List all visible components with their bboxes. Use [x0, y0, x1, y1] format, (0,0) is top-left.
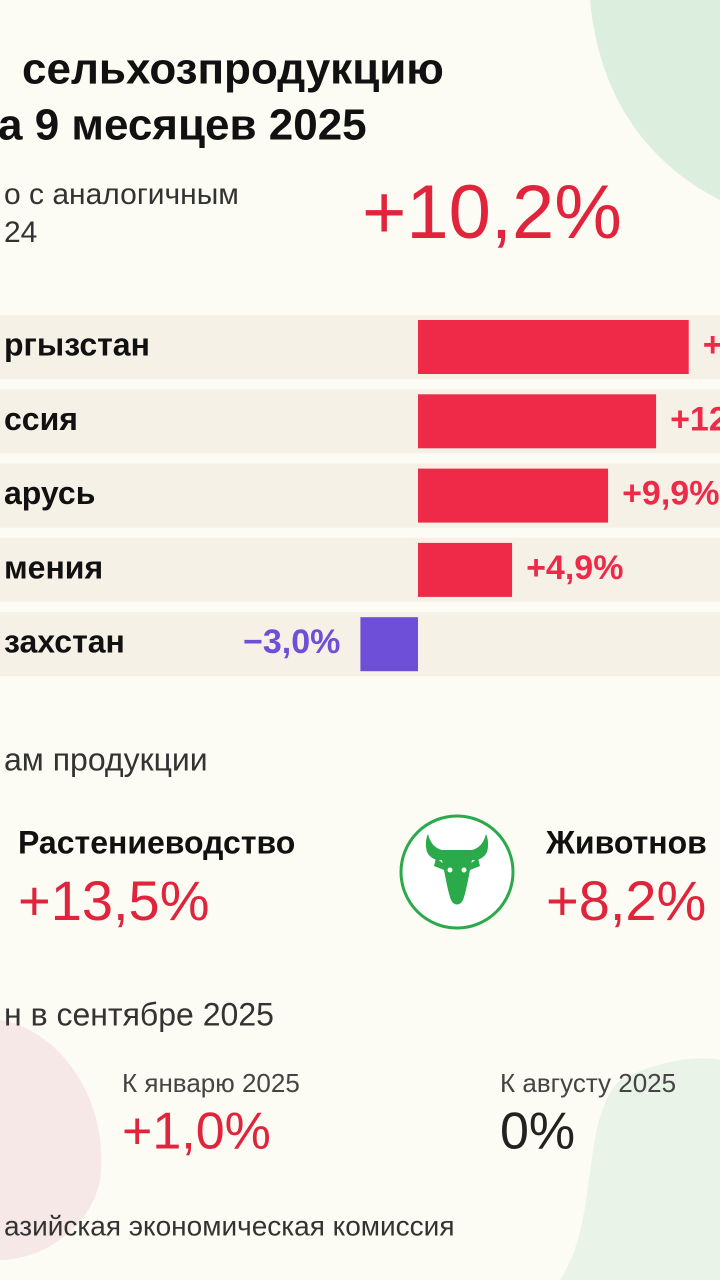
category-label: ргызстан [4, 326, 150, 362]
section-heading: н в сентябре 2025 [4, 996, 274, 1032]
subtitle-line: о с аналогичным [4, 178, 239, 211]
title-line: сельхозпродукцию [22, 45, 444, 94]
product-value: +8,2% [546, 869, 706, 932]
value-label: + [703, 326, 720, 364]
total-value: +10,2% [362, 170, 622, 255]
product-name: Растениеводство [18, 824, 295, 860]
price-label: К августу 2025 [500, 1068, 676, 1098]
footer: азийская экономическая комиссия [4, 1210, 454, 1241]
category-label: арусь [4, 475, 95, 511]
cow-icon [399, 814, 515, 930]
bar [418, 320, 689, 374]
value-label: −3,0% [243, 623, 340, 661]
product-value: +13,5% [18, 869, 210, 932]
bar [360, 617, 418, 672]
price-label: К январю 2025 [122, 1068, 300, 1098]
bar-chart: ргызстан + ссия +12 арусь +9,9% мения +4,9% захс… [0, 315, 720, 677]
category-label: мения [4, 549, 103, 585]
title-line: а 9 месяцев 2025 [0, 101, 367, 150]
value-label: +12 [670, 400, 720, 438]
subtitle-line: 24 [4, 216, 37, 249]
section-heading: ам продукции [4, 741, 208, 777]
category-label: захстан [4, 624, 125, 660]
row-background [0, 612, 720, 677]
price-value: 0% [500, 1103, 575, 1161]
bar [418, 542, 513, 597]
row-background [0, 537, 720, 602]
value-label: +4,9% [526, 549, 623, 587]
value-label: +9,9% [622, 475, 719, 513]
decor-blob [0, 1020, 102, 1260]
bar [418, 468, 609, 523]
row-background [0, 463, 720, 528]
category-label: ссия [4, 401, 78, 437]
price-value: +1,0% [122, 1103, 271, 1161]
decor-blob [590, 0, 720, 200]
product-name: Животнов [545, 824, 707, 860]
bar [418, 394, 657, 449]
decor-blob [560, 1058, 720, 1280]
